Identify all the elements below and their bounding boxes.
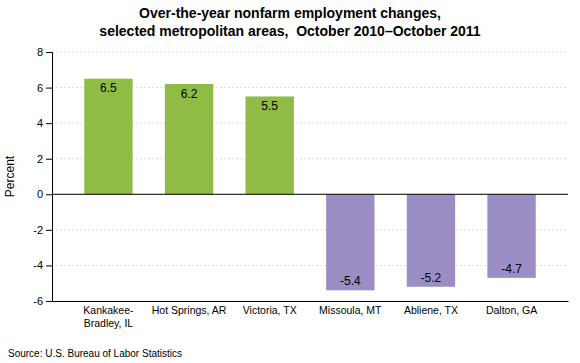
x-tick-label: Hot Springs, AR bbox=[152, 304, 227, 316]
bar bbox=[165, 84, 213, 194]
title: Over-the-year nonfarm employment changes… bbox=[99, 5, 481, 39]
y-tick: 6 bbox=[37, 82, 52, 94]
x-tick-label: Victoria, TX bbox=[243, 304, 297, 316]
y-axis-title: Percent bbox=[3, 155, 17, 197]
y-tick-mark bbox=[46, 123, 52, 124]
data-label: -4.7 bbox=[501, 262, 522, 276]
y-tick-mark bbox=[46, 52, 52, 53]
grid-line bbox=[52, 194, 568, 195]
x-tick: Kankakee-Bradley, IL bbox=[83, 301, 134, 329]
y-tick-mark bbox=[46, 88, 52, 89]
y-tick-mark bbox=[46, 194, 52, 195]
x-axis-line bbox=[53, 301, 569, 302]
y-axis: -6 -4 -2 0 2 4 6 8 bbox=[33, 46, 52, 307]
bar bbox=[84, 79, 132, 195]
bar bbox=[487, 194, 535, 278]
x-tick: Hot Springs, AR bbox=[152, 301, 227, 316]
y-tick-label: 2 bbox=[37, 153, 43, 165]
x-tick: Victoria, TX bbox=[243, 301, 297, 316]
zero-line bbox=[52, 194, 568, 195]
grid bbox=[52, 52, 568, 301]
bar bbox=[326, 194, 374, 290]
y-tick-label: 6 bbox=[37, 82, 43, 94]
y-tick: -4 bbox=[33, 259, 52, 271]
y-tick: 4 bbox=[37, 117, 52, 129]
y-tick-mark bbox=[46, 301, 52, 302]
y-tick-label: -6 bbox=[33, 295, 43, 307]
x-axis: Kankakee-Bradley, IL Hot Springs, AR Victo… bbox=[53, 301, 569, 329]
x-tick-label: Kankakee-Bradley, IL bbox=[83, 304, 134, 328]
y-tick-label: 0 bbox=[37, 188, 43, 200]
x-tick: Missoula, MT bbox=[319, 301, 382, 316]
x-tick: Abliene, TX bbox=[404, 301, 458, 316]
x-tick: Dalton, GA bbox=[486, 301, 537, 316]
source-note: Source: U.S. Bureau of Labor Statistics bbox=[8, 348, 182, 359]
data-label: 6.2 bbox=[181, 87, 198, 101]
data-label: -5.4 bbox=[340, 274, 361, 288]
plot-area: -6 -4 -2 0 2 4 6 8 Kankakee-Bradley, IL Hot Sprin… bbox=[33, 46, 568, 329]
y-tick: -2 bbox=[33, 224, 52, 236]
y-tick: 8 bbox=[37, 46, 52, 58]
x-tick-label: Dalton, GA bbox=[486, 304, 537, 316]
bar bbox=[246, 96, 294, 194]
y-tick: -6 bbox=[33, 295, 52, 307]
y-axis-line bbox=[46, 53, 53, 302]
bars bbox=[84, 79, 536, 291]
grid-line bbox=[52, 52, 568, 53]
bar bbox=[407, 194, 455, 286]
y-tick-label: -2 bbox=[33, 224, 43, 236]
grid-line bbox=[52, 301, 568, 302]
x-tick-label: Abliene, TX bbox=[404, 304, 458, 316]
y-tick-label: 8 bbox=[37, 46, 43, 58]
data-label: 6.5 bbox=[100, 81, 117, 95]
data-label: 5.5 bbox=[261, 99, 278, 113]
y-tick: 0 bbox=[37, 188, 52, 200]
y-tick-mark bbox=[46, 230, 52, 231]
y-tick-mark bbox=[46, 265, 52, 266]
y-tick: 2 bbox=[37, 153, 52, 165]
data-label: -5.2 bbox=[421, 271, 442, 285]
y-tick-label: 4 bbox=[37, 117, 43, 129]
y-tick-label: -4 bbox=[33, 259, 43, 271]
chart: Over-the-year nonfarm employment changes… bbox=[0, 0, 580, 363]
data-labels: 6.5 6.2 5.5 -5.4 -5.2 -4.7 bbox=[100, 81, 522, 288]
y-tick-mark bbox=[46, 159, 52, 160]
x-tick-label: Missoula, MT bbox=[319, 304, 382, 316]
